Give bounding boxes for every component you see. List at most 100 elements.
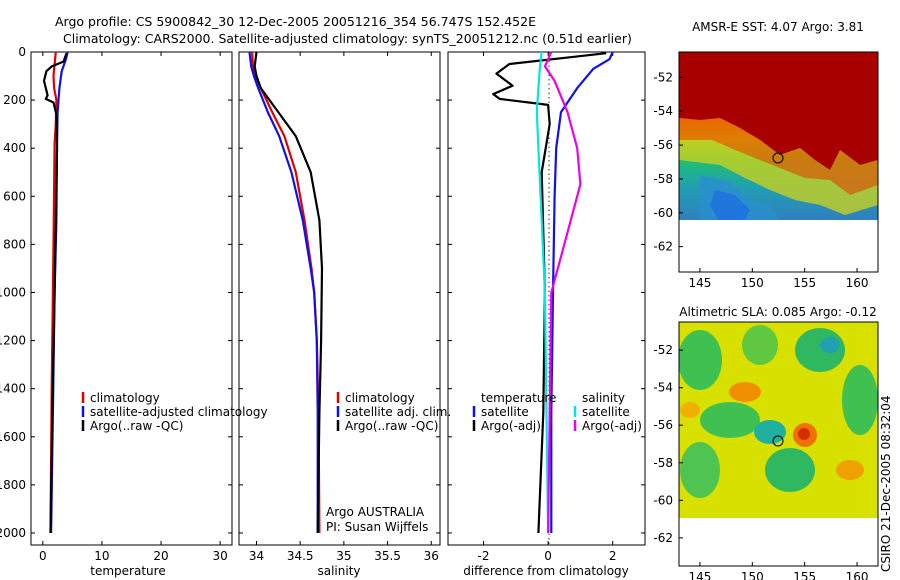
y-tick-label: 600 [3,189,26,203]
sla-green-blob [700,402,760,438]
csiro-timestamp: CSIRO 21-Dec-2005 08:32:04 [879,395,893,572]
series-line-argo-raw-qc- [253,51,324,534]
depth-axis: 0 200 400 600 800 1000 1200 1400 1600 1800 2000 [0,45,232,540]
y-tick-label: 1000 [0,285,26,299]
sst-front-yellow [679,140,878,215]
legend-label-satellite: satellite-adjusted climatology [90,405,268,419]
map-x-tick-label: 150 [741,570,764,580]
sla-cyan-blob [754,420,786,444]
legend-label-sal-satellite: satellite [582,405,630,419]
map-x-tick-label: 145 [688,570,711,580]
sla-cyan-blob [820,337,840,353]
difference-axes-frame [447,51,646,546]
x-tick-label: 20 [153,549,168,563]
salinity-x-axis: 34 34.5 35 35.5 36 [249,52,439,563]
sla-green-blob [842,365,878,435]
series-line-temperature-satellite [550,51,614,533]
legend-title-salinity: salinity [582,391,625,405]
y-tick-label: 0 [18,45,26,59]
sst-axes-frame [678,51,879,273]
sst-nodata-region [679,220,878,272]
map-x-tick-label: 145 [688,276,711,290]
map-y-tick-label: -52 [653,70,673,84]
sst-cold-core [710,190,750,220]
x-tick-label: 10 [94,549,109,563]
legend-label-argo: Argo(..raw -QC) [345,419,438,433]
sst-map-axes: 145 150 155 160 -52 -54 -56 -58 -60 -62 [653,70,868,290]
y-tick-label: 200 [3,93,26,107]
map-y-tick-label: -58 [653,172,673,186]
series-line-salinity-argo-adj- [543,51,582,534]
x-tick-label: 30 [213,549,228,563]
difference-xlabel: difference from climatology [463,564,629,578]
map-y-tick-label: -54 [653,381,673,395]
sla-green-blob [742,325,778,365]
legend-label-temp-satellite: satellite [481,405,529,419]
sst-map-title: AMSR-E SST: 4.07 Argo: 3.81 [692,20,864,34]
legend-label-argo: Argo(..raw -QC) [90,419,183,433]
salinity-series [248,51,324,534]
sla-red-blob [798,428,810,440]
temperature-x-axis: 0 10 20 30 [39,52,228,563]
sla-float-marker [772,435,784,447]
temperature-xlabel: temperature [90,564,165,578]
difference-series [492,51,614,534]
sla-map-title: Altimetric SLA: 0.085 Argo: -0.12 [679,305,876,319]
temperature-series [42,51,69,534]
difference-x-axis: -2 0 2 [478,52,617,563]
difference-legend: temperature salinity satellite Argo(-adj… [472,391,642,433]
map-x-tick-label: 160 [846,570,869,580]
sla-field [679,322,878,518]
series-line-salinity-satellite [535,51,550,534]
map-y-tick-label: -62 [653,531,673,545]
map-x-tick-label: 150 [741,276,764,290]
sla-orange-blob [680,402,700,418]
figure-title-line2: Climatology: CARS2000. Satellite-adjuste… [63,31,632,46]
legend-label-satellite: satellite adj. clim. [345,405,451,419]
x-tick-label: 35.5 [374,549,401,563]
sst-field [679,52,878,220]
x-tick-label: 35 [336,549,351,563]
map-y-tick-label: -56 [653,138,673,152]
sla-green-blob [680,442,720,498]
map-x-tick-label: 160 [846,276,869,290]
sla-green-blob [679,330,722,390]
sla-map-axes: 145 150 155 160 -52 -54 -56 -58 -60 -62 [653,343,868,580]
sst-map-panel: AMSR-E SST: 4.07 Argo: 3.81 145 150 155 160… [653,20,879,290]
series-line-satellite-adj-clim- [248,51,319,533]
sla-green-blob [765,448,815,492]
y-tick-label: 400 [3,141,26,155]
map-y-tick-label: -52 [653,343,673,357]
argo-pi-label: PI: Susan Wijffels [326,520,428,534]
temperature-panel: 0 200 400 600 800 1000 1200 1400 1600 1800 2000 0 1… [0,45,268,578]
map-y-tick-label: -58 [653,456,673,470]
x-tick-label: 34.5 [287,549,314,563]
x-tick-label: -2 [478,549,490,563]
y-tick-label: 1400 [0,382,26,396]
map-x-tick-label: 155 [793,570,816,580]
difference-panel: -2 0 2 difference from climatology tempera… [447,51,646,578]
legend-label-climatology: climatology [90,391,160,405]
figure-title-line1: Argo profile: CS 5900842_30 12-Dec-2005 … [55,14,536,29]
y-tick-label: 2000 [0,526,26,540]
sst-front-orange [679,118,878,195]
x-tick-label: 0 [39,549,47,563]
argo-program-label: Argo AUSTRALIA [326,505,425,519]
sla-nodata-region [679,518,878,566]
x-tick-label: 36 [424,549,439,563]
map-y-tick-label: -62 [653,240,673,254]
sla-orange-blob [836,460,864,480]
series-line-argo-raw-qc- [42,52,68,534]
salinity-legend: climatology satellite adj. clim. Argo(..… [336,391,451,433]
sla-axes-frame [678,321,879,567]
legend-title-temperature: temperature [481,391,556,405]
y-tick-label: 1600 [0,430,26,444]
x-tick-label: 0 [544,549,552,563]
map-x-tick-label: 155 [793,276,816,290]
legend-label-temp-argo: Argo(-adj) [481,419,541,433]
x-tick-label: 34 [249,549,264,563]
y-tick-label: 800 [3,237,26,251]
temperature-axes-frame [30,51,233,546]
temperature-legend: climatology satellite-adjusted climatolo… [81,391,268,433]
